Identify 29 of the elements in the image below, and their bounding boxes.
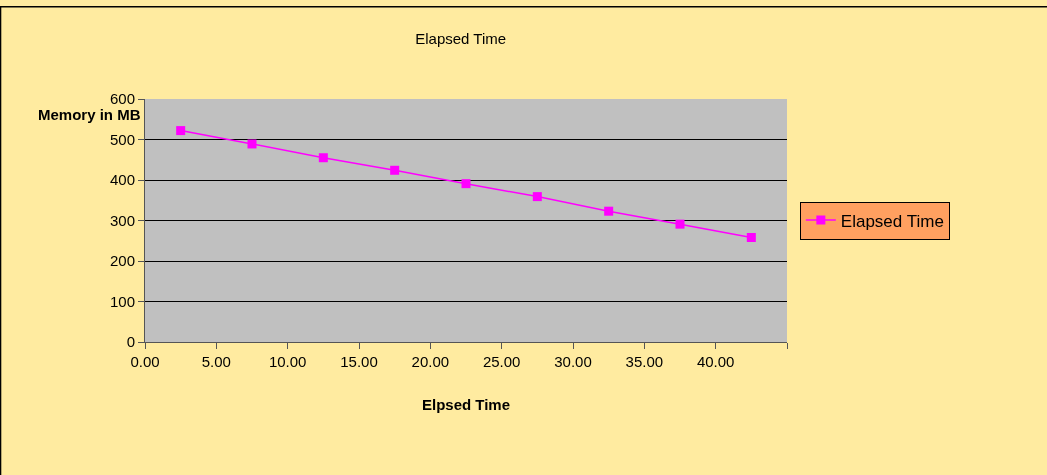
point [604, 206, 614, 216]
point [461, 179, 471, 189]
point [675, 219, 685, 229]
y-tick-label: 200 [109, 252, 135, 270]
chart-title: Elapsed Time [415, 29, 507, 47]
y-tick-label: 0 [126, 333, 135, 351]
x-tick-label: 40.00 [696, 353, 735, 370]
x-tick-label: 15.00 [340, 353, 378, 370]
x-tick-label: 30.00 [554, 353, 592, 370]
point [176, 126, 186, 136]
x-tick-label: 5.00 [201, 353, 231, 370]
point [390, 165, 400, 175]
y-axis-title: Memory in MB [38, 106, 141, 123]
point [247, 139, 257, 149]
x-tick-label: 20.00 [411, 353, 450, 370]
point [318, 153, 328, 163]
y-tick-label: 600 [109, 90, 135, 108]
x-tick-label: 35.00 [625, 353, 664, 370]
y-tick-label: 100 [109, 292, 135, 310]
legend-label: Elapsed Time [840, 211, 944, 231]
x-axis-title: Elpsed Time [421, 396, 511, 413]
x-tick-label: 25.00 [482, 353, 521, 370]
point [746, 233, 756, 243]
point [532, 192, 542, 202]
x-tick-label: 10.00 [268, 353, 307, 370]
y-tick-label: 300 [109, 211, 135, 229]
y-tick-label: 400 [109, 171, 135, 189]
x-tick-label: 0.00 [130, 353, 160, 370]
y-tick-label: 500 [109, 130, 135, 148]
